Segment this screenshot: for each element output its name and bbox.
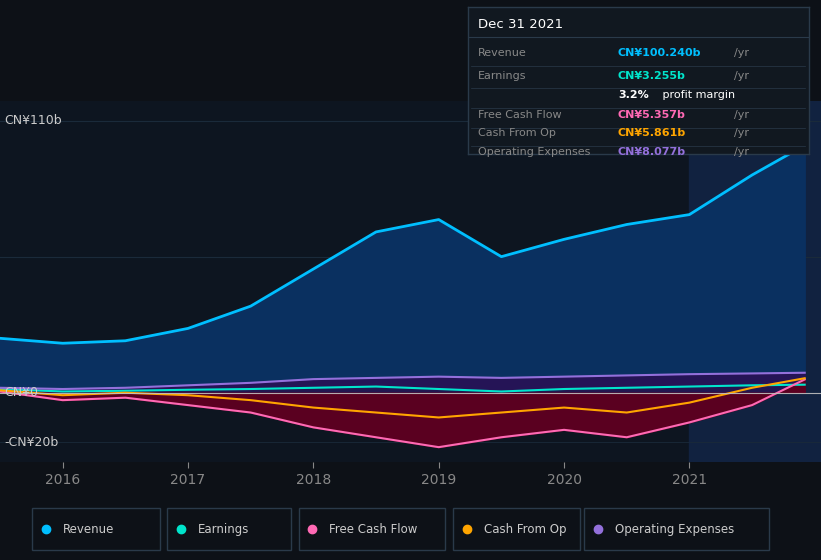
Text: /yr: /yr	[734, 147, 749, 157]
Text: Earnings: Earnings	[478, 71, 527, 81]
Text: CN¥110b: CN¥110b	[4, 114, 62, 127]
Text: CN¥100.240b: CN¥100.240b	[618, 49, 701, 58]
Text: /yr: /yr	[734, 71, 749, 81]
Text: /yr: /yr	[734, 49, 749, 58]
Bar	[690, 101, 821, 462]
Text: Cash From Op: Cash From Op	[478, 128, 556, 138]
Text: CN¥0: CN¥0	[4, 386, 38, 399]
Text: Revenue: Revenue	[63, 522, 115, 536]
Text: -CN¥20b: -CN¥20b	[4, 436, 58, 449]
Text: CN¥3.255b: CN¥3.255b	[618, 71, 686, 81]
Text: /yr: /yr	[734, 128, 749, 138]
Text: Free Cash Flow: Free Cash Flow	[329, 522, 418, 536]
Text: Dec 31 2021: Dec 31 2021	[478, 17, 563, 31]
Text: CN¥5.861b: CN¥5.861b	[618, 128, 686, 138]
Text: /yr: /yr	[734, 110, 749, 120]
Text: Operating Expenses: Operating Expenses	[615, 522, 734, 536]
Text: CN¥5.357b: CN¥5.357b	[618, 110, 686, 120]
Text: profit margin: profit margin	[658, 90, 735, 100]
Text: Operating Expenses: Operating Expenses	[478, 147, 590, 157]
Text: Free Cash Flow: Free Cash Flow	[478, 110, 562, 120]
Text: Cash From Op: Cash From Op	[484, 522, 566, 536]
Text: Earnings: Earnings	[199, 522, 250, 536]
Text: CN¥8.077b: CN¥8.077b	[618, 147, 686, 157]
Text: Revenue: Revenue	[478, 49, 527, 58]
Text: 3.2%: 3.2%	[618, 90, 649, 100]
